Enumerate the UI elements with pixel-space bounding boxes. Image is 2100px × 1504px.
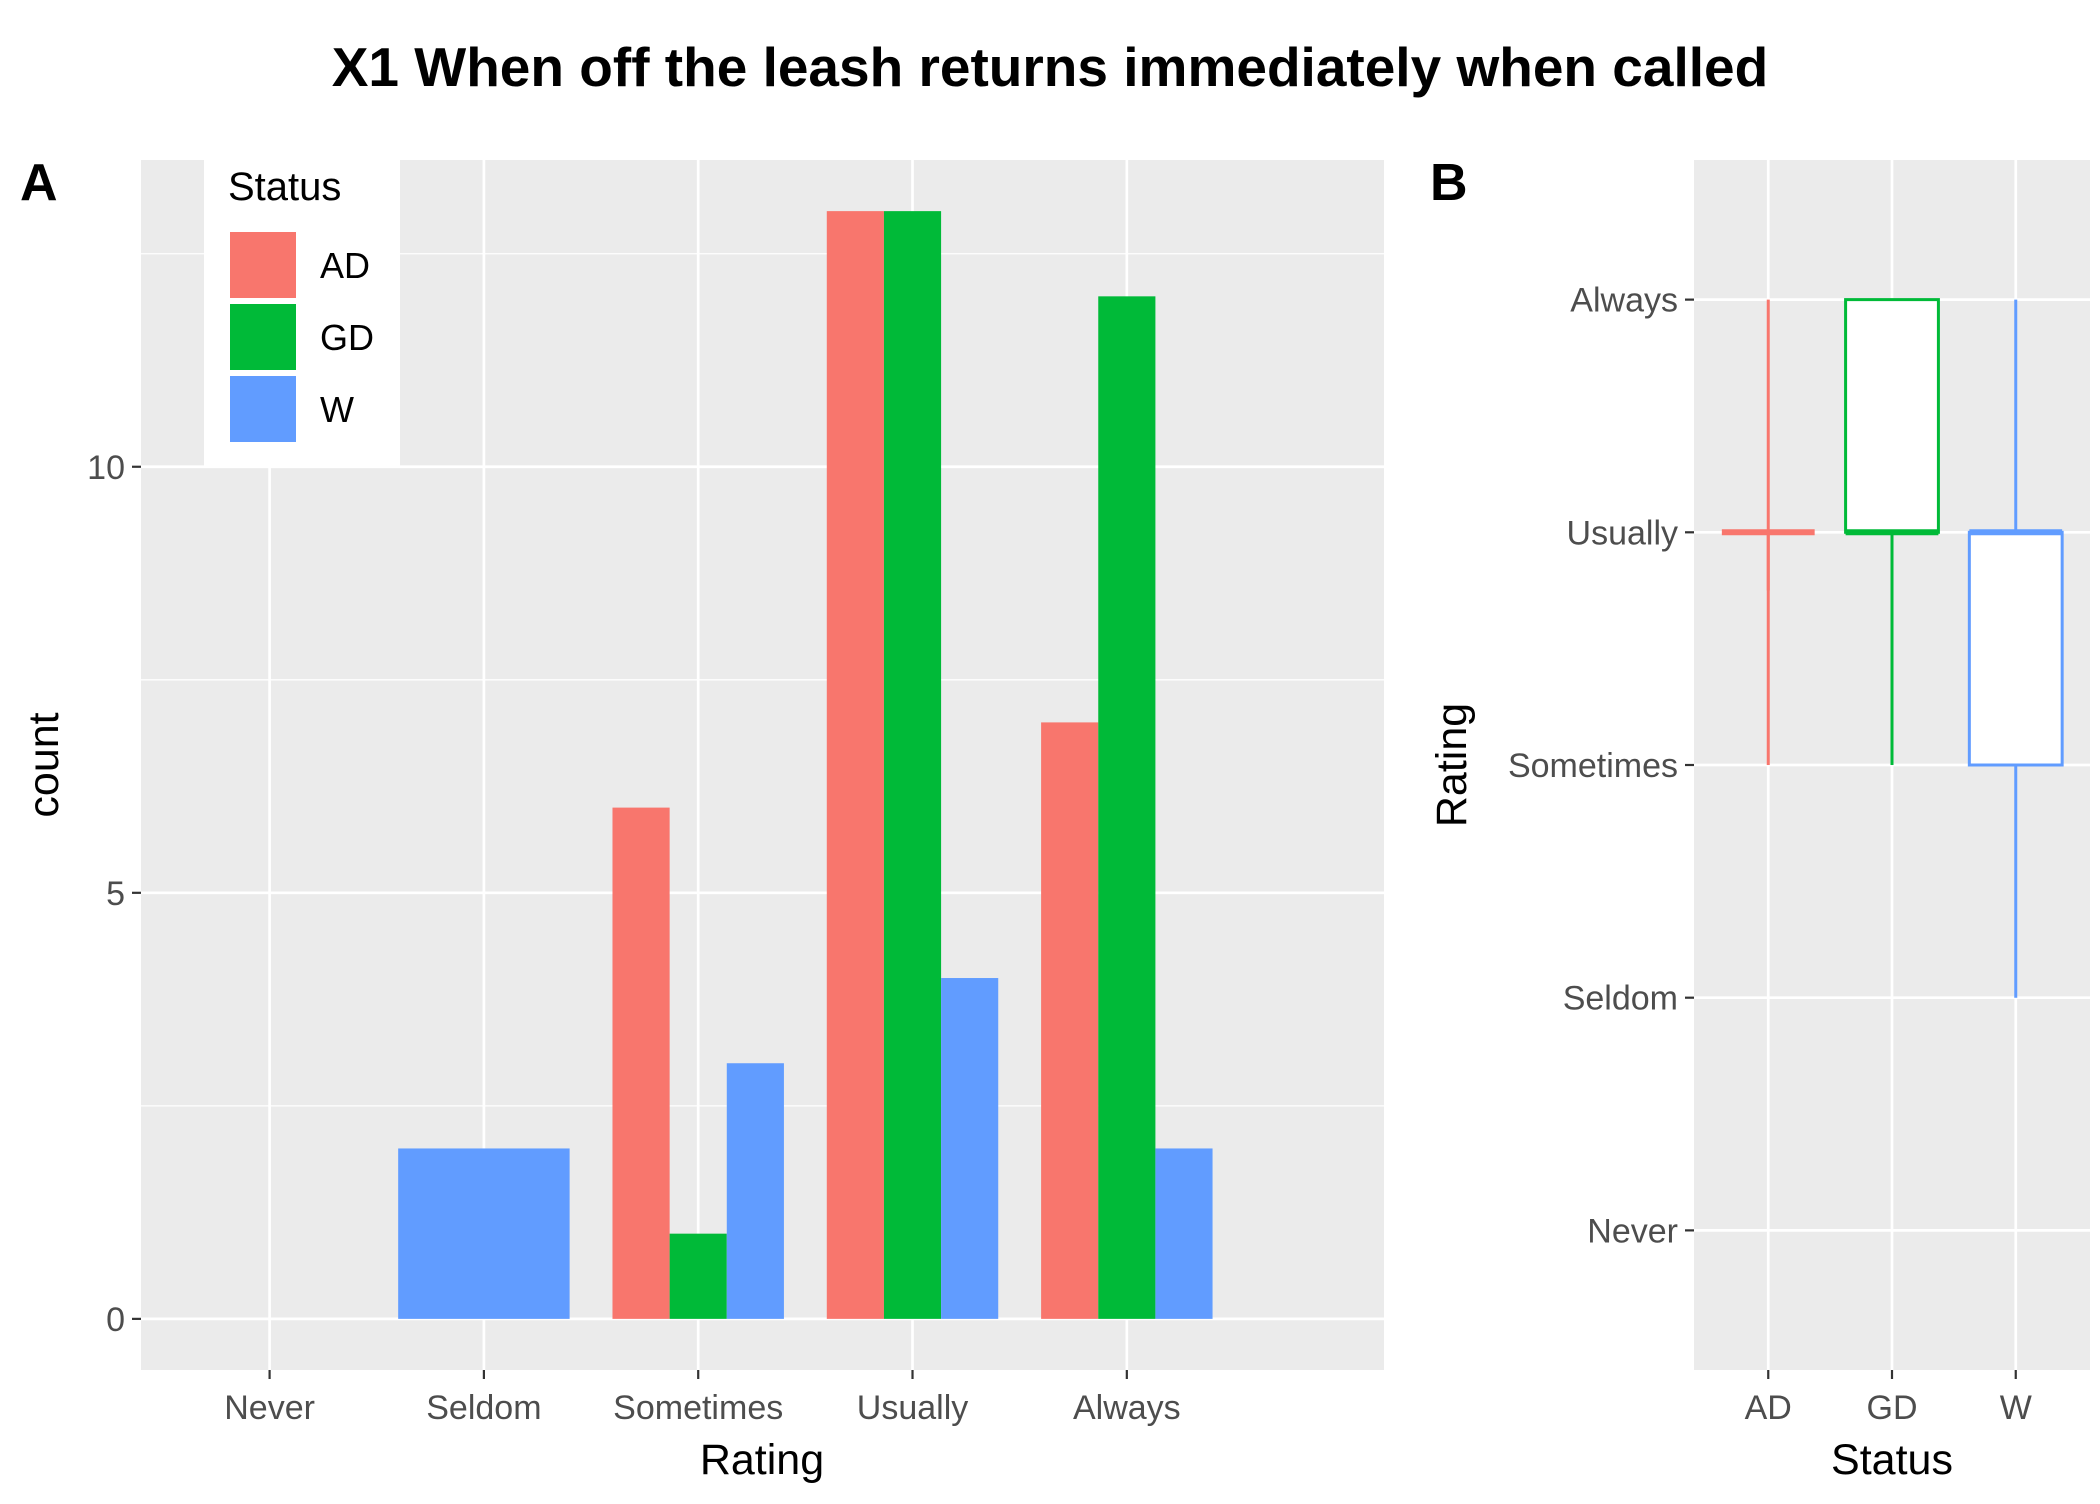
x-tick-label: GD bbox=[1867, 1389, 1918, 1427]
x-tick-label: Sometimes bbox=[613, 1389, 783, 1427]
bar-GD-Usually bbox=[883, 211, 942, 1319]
chart-title: X1 When off the leash returns immediatel… bbox=[332, 36, 1768, 98]
panel-b-y-axis: Never Seldom Sometimes Usually Always bbox=[1508, 282, 1694, 1250]
y-tick-label: Always bbox=[1570, 282, 1678, 320]
x-tick-label: Usually bbox=[857, 1389, 968, 1427]
bar-W-Sometimes bbox=[726, 1063, 784, 1319]
y-tick-label: Never bbox=[1587, 1212, 1678, 1250]
y-tick-label: 10 bbox=[87, 449, 125, 487]
box-W bbox=[1967, 530, 2064, 767]
legend-swatch-GD bbox=[230, 304, 296, 370]
panel-a-bars bbox=[398, 211, 1213, 1319]
y-tick-label: 0 bbox=[106, 1301, 125, 1339]
bar-AD-Always bbox=[1041, 722, 1099, 1319]
bar-AD-Sometimes bbox=[612, 807, 670, 1319]
bar-W-Usually bbox=[941, 978, 999, 1319]
legend-label-W: W bbox=[320, 389, 354, 430]
panel-a-tag: A bbox=[20, 154, 58, 212]
panel-b-x-axis: AD GD W bbox=[1745, 1370, 2032, 1427]
panel-a-x-axis: Never Seldom Sometimes Usually Always bbox=[224, 1370, 1181, 1427]
bar-AD-Usually bbox=[826, 211, 884, 1319]
x-tick-label: AD bbox=[1745, 1389, 1792, 1427]
bar-GD-Sometimes bbox=[669, 1233, 727, 1319]
x-tick-label: Never bbox=[224, 1389, 315, 1427]
x-tick-label: Seldom bbox=[426, 1389, 541, 1427]
y-tick-label: Sometimes bbox=[1508, 747, 1678, 785]
panel-a-y-axis: 0 5 10 bbox=[87, 449, 141, 1339]
x-tick-label: Always bbox=[1073, 1389, 1181, 1427]
bar-W-Seldom bbox=[398, 1148, 570, 1319]
panel-a: 0 5 10 Never Seldom Sometimes Usually Always S… bbox=[20, 160, 1384, 1484]
panel-b-y-axis-title: Rating bbox=[1428, 703, 1476, 827]
y-tick-label: Usually bbox=[1567, 514, 1678, 552]
x-tick-label: W bbox=[2000, 1389, 2032, 1427]
y-tick-label: 5 bbox=[106, 875, 125, 913]
legend-title: Status bbox=[228, 165, 341, 209]
panel-b-boxes bbox=[1721, 298, 2064, 998]
panel-b-x-axis-title: Status bbox=[1831, 1436, 1953, 1484]
panel-b-tag: B bbox=[1430, 154, 1468, 212]
panel-a-x-axis-title: Rating bbox=[700, 1436, 824, 1484]
legend-swatch-AD bbox=[230, 232, 296, 298]
box-GD bbox=[1844, 298, 1940, 534]
legend-entries: AD GD W bbox=[230, 232, 374, 442]
bar-W-Always bbox=[1155, 1148, 1213, 1319]
panel-a-y-axis-title: count bbox=[20, 712, 68, 817]
legend-label-GD: GD bbox=[320, 317, 374, 358]
y-tick-label: Seldom bbox=[1563, 980, 1678, 1018]
legend-label-AD: AD bbox=[320, 245, 370, 286]
legend: Status AD GD W bbox=[204, 160, 400, 468]
legend-swatch-W bbox=[230, 376, 296, 442]
bar-GD-Always bbox=[1098, 296, 1156, 1319]
